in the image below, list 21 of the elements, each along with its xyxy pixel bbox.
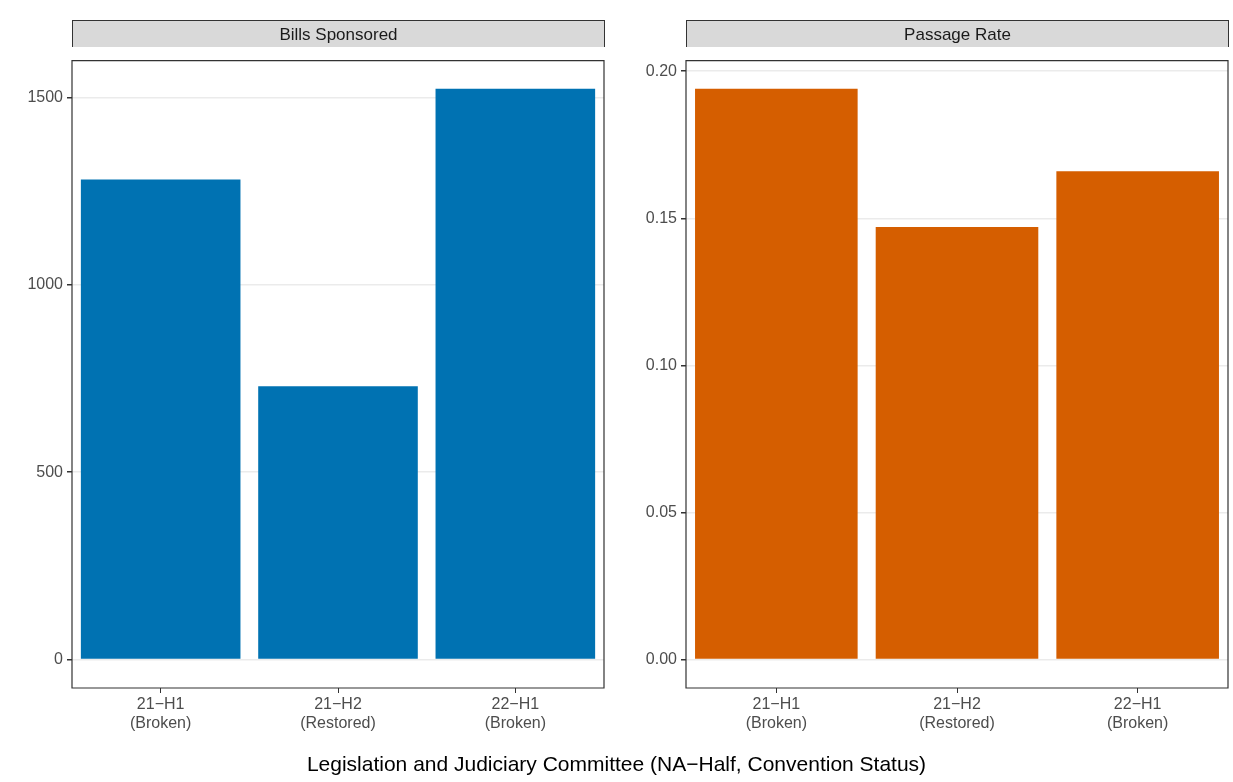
bar: [435, 88, 596, 659]
chart-title: Passage Rate: [686, 20, 1229, 47]
y-tick-label: 0.15: [645, 208, 678, 226]
y-tick-label: 0.00: [645, 649, 678, 667]
y-tick-label: 500: [36, 462, 64, 480]
y-tick-label: 0.10: [645, 355, 678, 373]
x-tick-label: 22−H1 (Broken): [1106, 695, 1169, 732]
x-axis-title: Legislation and Judiciary Committee (NA−Half, Convention Status): [305, 752, 928, 776]
x-tick-label: 22−H1 (Broken): [484, 695, 547, 732]
x-tick-label: 21−H2 (Restored): [919, 695, 995, 732]
bar: [80, 179, 241, 659]
y-tick-label: 0.05: [645, 502, 678, 520]
y-tick-label: 0.20: [645, 61, 678, 79]
chart-title: Bills Sponsored: [72, 20, 605, 47]
x-tick-label: 21−H2 (Restored): [300, 695, 376, 732]
bar: [258, 386, 418, 659]
x-tick-label: 21−H1 (Broken): [745, 695, 808, 732]
y-tick-label: 1000: [27, 275, 64, 293]
y-tick-label: 1500: [27, 87, 64, 105]
x-tick-label: 21−H1 (Broken): [129, 695, 192, 732]
y-tick-label: 0: [54, 649, 64, 667]
